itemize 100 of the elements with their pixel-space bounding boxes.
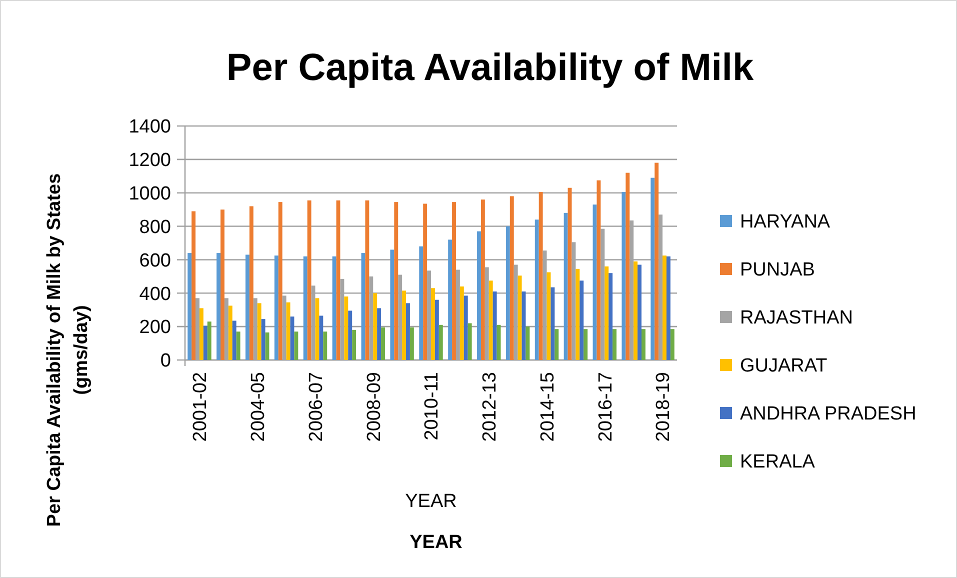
legend-label: ANDHRA PRADESH bbox=[740, 404, 916, 425]
bar bbox=[192, 211, 196, 360]
bar bbox=[203, 326, 208, 360]
bar bbox=[236, 332, 240, 360]
bar bbox=[406, 303, 410, 360]
x-tick-label: 2010-11 bbox=[422, 372, 443, 440]
bar bbox=[249, 206, 254, 360]
y-axis-title: Per Capita Availability of Milk by States (gms/day) bbox=[44, 173, 92, 527]
bar bbox=[666, 256, 670, 360]
x-axis-title: YEAR bbox=[410, 532, 463, 553]
bar bbox=[642, 329, 646, 360]
bar bbox=[568, 188, 572, 360]
bar bbox=[257, 303, 262, 360]
y-tick-label: 0 bbox=[160, 350, 171, 372]
bar bbox=[580, 280, 584, 360]
bar bbox=[344, 296, 348, 360]
bar bbox=[550, 287, 555, 360]
bar bbox=[670, 329, 674, 360]
bar bbox=[464, 296, 468, 360]
bar bbox=[576, 268, 580, 360]
bar bbox=[492, 291, 497, 360]
bar bbox=[452, 202, 456, 360]
bar bbox=[373, 293, 378, 360]
y-tick-label: 800 bbox=[139, 216, 171, 238]
bar bbox=[460, 286, 464, 360]
x-tick-label: 2004-05 bbox=[248, 372, 270, 442]
bar bbox=[199, 308, 204, 360]
text: YEAR bbox=[405, 491, 457, 512]
bar bbox=[410, 327, 414, 360]
x-tick-label: 2001-02 bbox=[190, 372, 212, 442]
y-tick-label: 200 bbox=[139, 317, 171, 338]
y-tick-label: 1200 bbox=[128, 150, 171, 172]
bar bbox=[438, 324, 443, 360]
bar bbox=[604, 266, 609, 360]
bar bbox=[307, 200, 312, 360]
bar bbox=[622, 192, 626, 360]
bar bbox=[526, 326, 530, 360]
bar bbox=[506, 226, 510, 360]
bar bbox=[596, 180, 601, 360]
bar bbox=[220, 210, 224, 360]
x-tick-label: 2016-17 bbox=[595, 372, 616, 442]
bar bbox=[315, 298, 320, 360]
legend-label: HARYANA bbox=[740, 212, 830, 233]
y-tick-label: 1000 bbox=[128, 184, 171, 205]
bar bbox=[290, 316, 294, 360]
bar bbox=[480, 200, 485, 360]
x-tick-label: 2014-15 bbox=[537, 372, 558, 442]
bar bbox=[274, 256, 278, 360]
bar bbox=[662, 256, 666, 360]
bar bbox=[278, 202, 282, 360]
bar bbox=[402, 290, 406, 360]
bar bbox=[510, 196, 514, 360]
bar bbox=[188, 253, 192, 360]
chart-title: Per Capita Availability of Milk bbox=[226, 47, 754, 89]
bar bbox=[348, 310, 352, 360]
bar bbox=[638, 264, 642, 360]
x-tick-label: 2012-13 bbox=[480, 372, 501, 442]
bar bbox=[654, 162, 659, 360]
bar bbox=[518, 276, 522, 360]
bar bbox=[477, 231, 481, 360]
bar bbox=[634, 261, 638, 360]
bar bbox=[294, 332, 298, 360]
bar bbox=[216, 253, 220, 360]
bar bbox=[431, 288, 435, 360]
bar bbox=[323, 332, 328, 360]
y-tick-label: 600 bbox=[139, 250, 171, 272]
bar bbox=[381, 327, 385, 360]
legend-label: RAJASTHAN bbox=[740, 308, 853, 329]
bar bbox=[534, 220, 539, 360]
bar bbox=[207, 322, 212, 360]
x-tick-label: 2018-19 bbox=[653, 372, 674, 442]
bar bbox=[319, 316, 324, 360]
bar bbox=[245, 254, 250, 360]
legend-label: PUNJAB bbox=[740, 260, 815, 281]
bar bbox=[434, 300, 439, 360]
legend-label: KERALA bbox=[740, 452, 816, 473]
bar bbox=[564, 212, 568, 360]
bar bbox=[554, 329, 559, 360]
bar bbox=[612, 329, 617, 360]
y-tick-label: 400 bbox=[139, 284, 171, 305]
x-tick-label: 2008-09 bbox=[364, 372, 385, 442]
bar bbox=[332, 256, 336, 360]
bar bbox=[423, 204, 428, 360]
bar bbox=[352, 330, 356, 360]
bar bbox=[608, 273, 613, 360]
bar bbox=[584, 329, 588, 360]
bar bbox=[394, 202, 398, 360]
bar bbox=[488, 280, 493, 360]
bar bbox=[448, 240, 452, 360]
bar bbox=[468, 323, 472, 360]
bar bbox=[390, 250, 394, 360]
bar bbox=[228, 306, 232, 360]
bar bbox=[303, 256, 308, 360]
y-tick-label: 1400 bbox=[128, 116, 171, 138]
bar bbox=[232, 320, 236, 360]
bar bbox=[650, 178, 655, 360]
bar bbox=[538, 192, 543, 360]
bar bbox=[377, 308, 382, 360]
bar bbox=[419, 246, 424, 360]
x-tick-label: 2006-07 bbox=[306, 372, 327, 442]
